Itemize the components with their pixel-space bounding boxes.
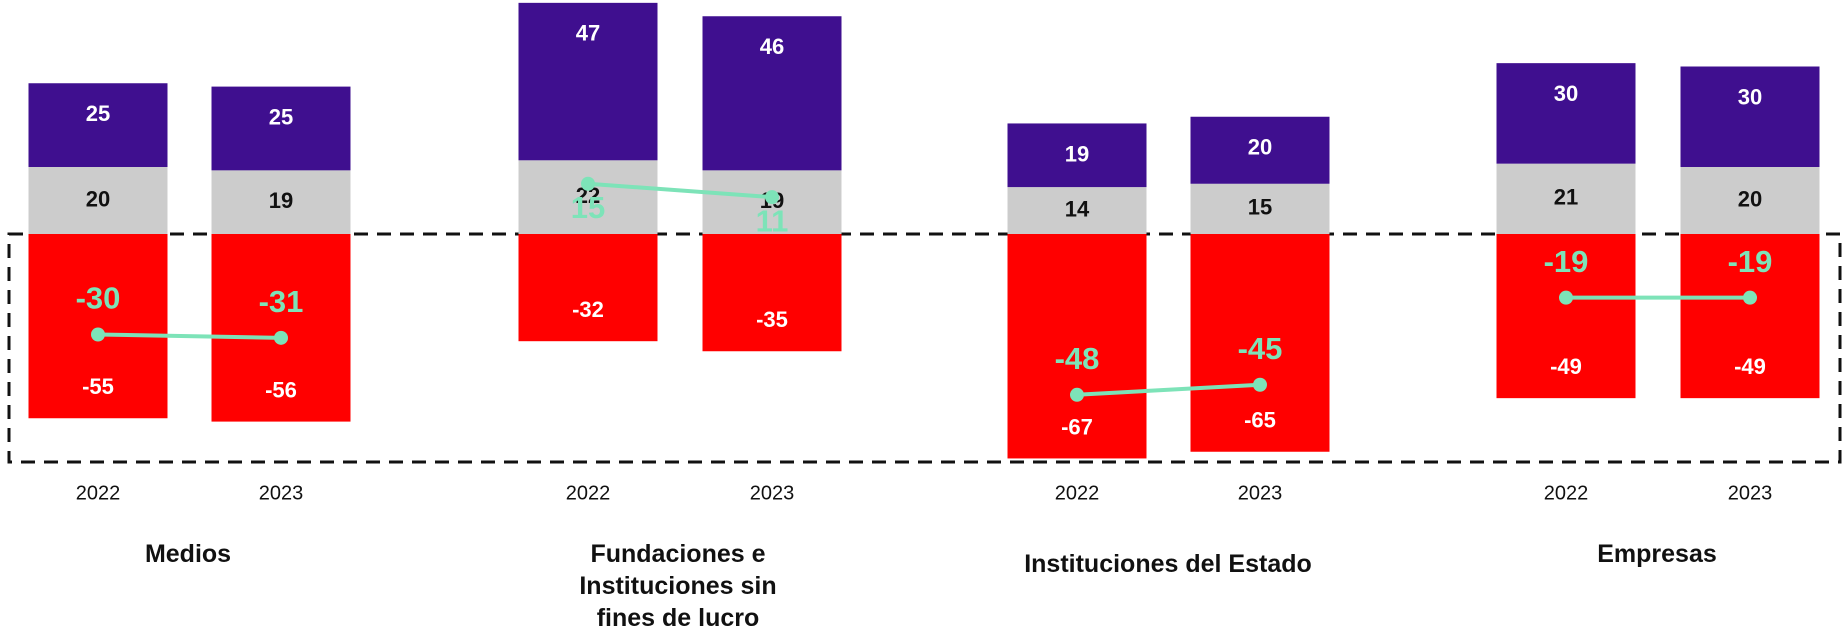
net-line [97,332,282,340]
bar-segment [702,16,842,171]
net-point [1070,387,1084,402]
net-label: -31 [259,284,304,319]
x-tick-label: 2022 [566,482,611,504]
net-point [1253,377,1267,392]
bar-segment [211,234,351,422]
bar-segment [518,234,658,342]
bar-segment [1496,234,1636,399]
data-label: -32 [572,297,604,322]
net-label: -19 [1544,244,1589,279]
bar-segment [1190,183,1330,234]
data-label: -49 [1734,354,1766,379]
data-label: 14 [1065,196,1090,221]
bar-segment [1190,234,1330,452]
bar-segment [1680,234,1820,399]
data-label: -35 [756,307,788,332]
data-label: 30 [1554,81,1578,106]
net-label: -30 [76,281,121,316]
net-point [274,330,288,345]
data-label: 19 [269,188,293,213]
bar-segment [1496,163,1636,234]
bar-segment [28,83,168,167]
net-label: 11 [756,203,789,238]
data-label: -49 [1550,354,1582,379]
net-point [1559,290,1573,305]
net-label: -48 [1055,341,1100,376]
group-label: Fundaciones e Instituciones sin fines de… [579,540,777,630]
bar-segment [1190,116,1330,184]
bar-segment [1007,187,1147,234]
data-label: -55 [82,374,114,399]
data-label: -65 [1244,408,1276,433]
bar-segment [211,170,351,234]
data-label: -67 [1061,414,1093,439]
data-label: 25 [269,104,293,129]
data-label: 46 [760,34,784,59]
bar-segment [28,167,168,234]
bar-segment [518,160,658,234]
bar-segment [211,86,351,171]
bar-segment [702,234,842,352]
x-tick-label: 2023 [1238,482,1283,504]
highlight-box [7,232,1842,464]
net-line [587,181,773,200]
bar-segment [1007,123,1147,188]
net-line [1076,382,1261,397]
bar-segment [518,2,658,161]
net-label: -19 [1728,244,1773,279]
bar-segment [28,234,168,419]
data-label: 15 [1248,195,1272,220]
x-tick-label: 2022 [1544,482,1589,504]
data-label: 30 [1738,84,1762,109]
bar-segment [1007,234,1147,459]
bar-segment [1680,167,1820,234]
group-label: Empresas [1597,540,1717,568]
bar-segment [1680,66,1820,167]
net-point [91,327,105,342]
net-label: 15 [571,190,605,225]
x-tick-label: 2023 [750,482,795,504]
net-point [581,176,595,191]
data-label: 20 [86,186,110,211]
net-point [765,190,779,205]
group-label: Medios [144,540,232,568]
x-tick-label: 2023 [259,482,304,504]
data-label: 47 [576,21,600,46]
net-point [1743,290,1757,305]
data-label: 25 [86,101,110,126]
x-tick-label: 2023 [1728,482,1773,504]
data-label: 21 [1554,185,1578,210]
data-label: 20 [1738,186,1762,211]
data-label: 19 [1065,141,1089,166]
x-tick-label: 2022 [1055,482,1100,504]
data-label: -56 [265,377,297,402]
x-tick-label: 2022 [76,482,121,504]
group-label: Instituciones del Estado [1024,550,1312,578]
data-label: 20 [1248,135,1272,160]
bar-segment [1496,63,1636,164]
net-label: -45 [1238,331,1283,366]
